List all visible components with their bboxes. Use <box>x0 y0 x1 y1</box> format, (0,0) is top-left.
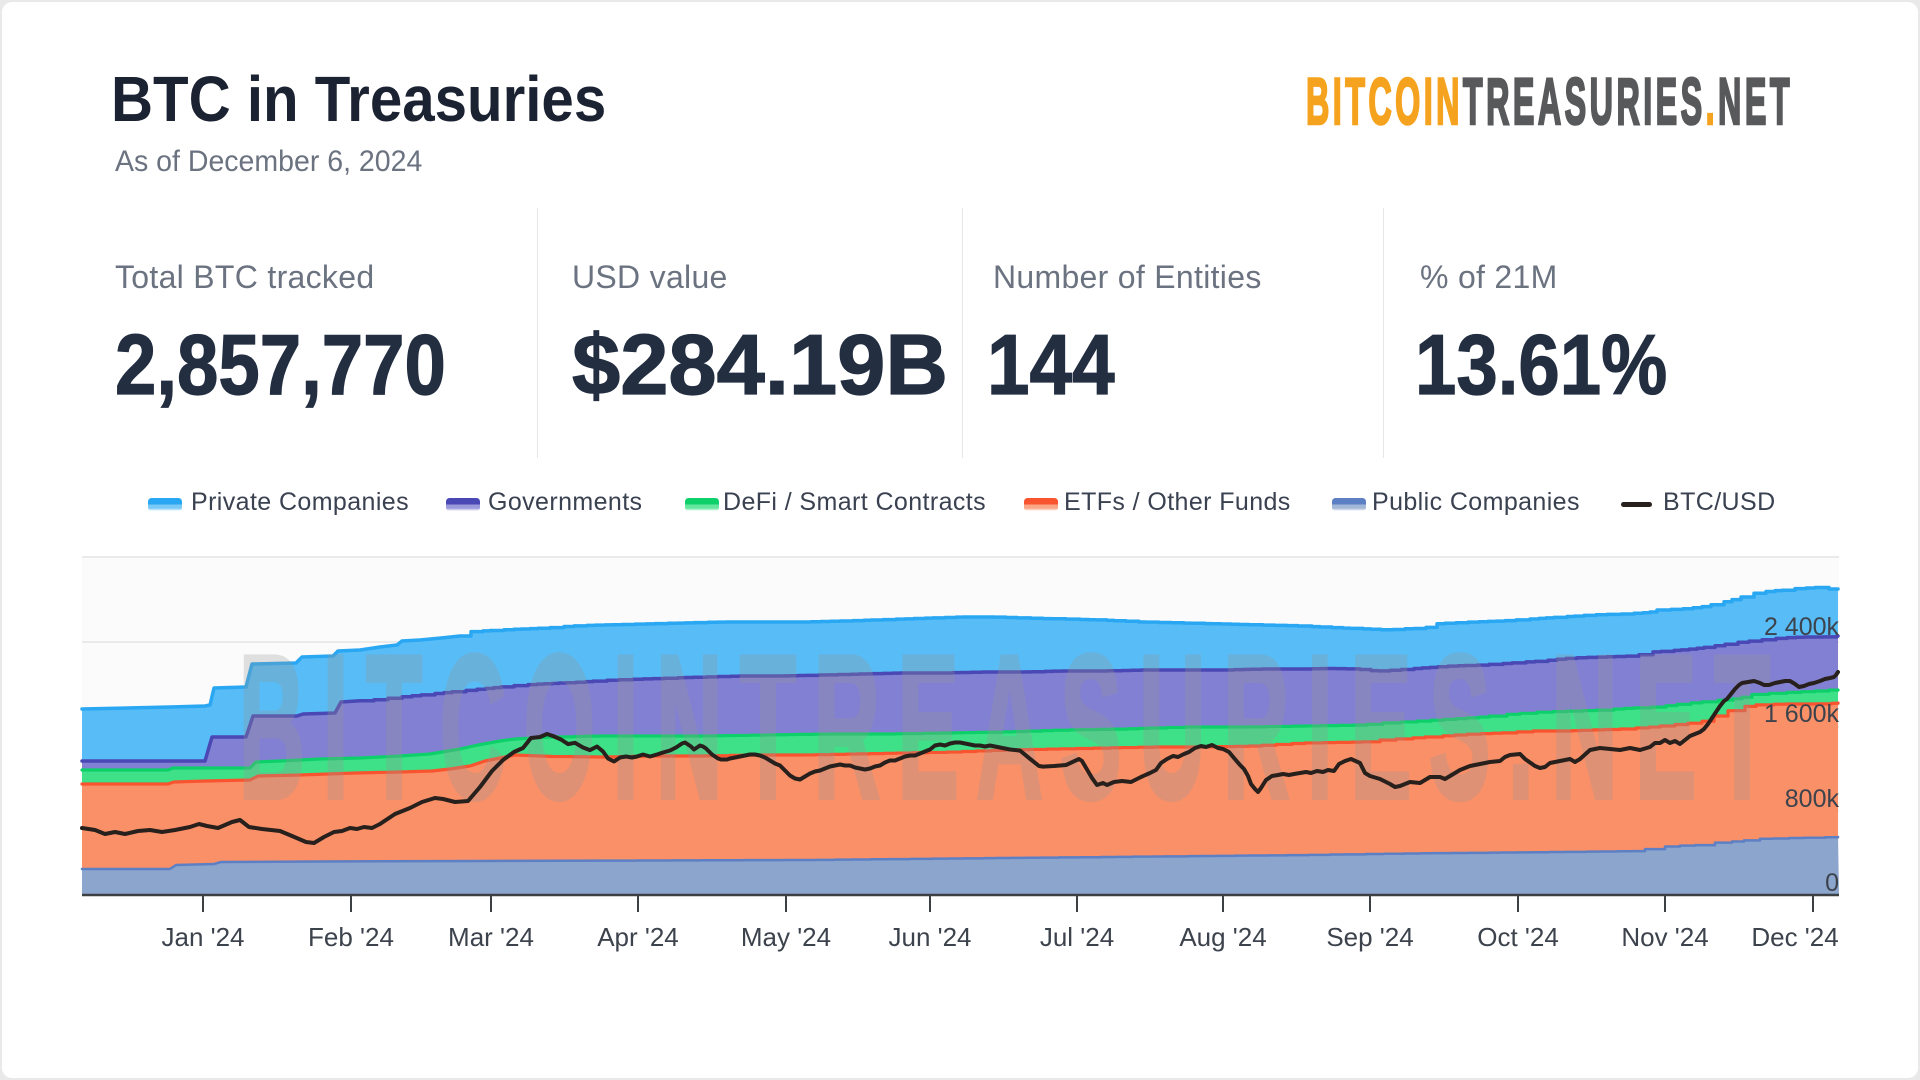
svg-text:Jul '24: Jul '24 <box>1040 922 1114 952</box>
svg-text:Nov '24: Nov '24 <box>1621 922 1708 952</box>
svg-text:Mar '24: Mar '24 <box>448 922 534 952</box>
svg-text:Jan '24: Jan '24 <box>161 922 244 952</box>
svg-text:Aug '24: Aug '24 <box>1179 922 1266 952</box>
svg-text:Sep '24: Sep '24 <box>1326 922 1413 952</box>
svg-text:0: 0 <box>1825 869 1839 897</box>
svg-text:May '24: May '24 <box>741 922 831 952</box>
svg-text:Dec '24: Dec '24 <box>1751 922 1838 952</box>
svg-text:Apr '24: Apr '24 <box>597 922 679 952</box>
svg-text:Feb '24: Feb '24 <box>308 922 394 952</box>
svg-text:800k: 800k <box>1785 785 1840 813</box>
svg-text:1 600k: 1 600k <box>1764 700 1840 728</box>
svg-text:BITCOINTREASURIES.NET: BITCOINTREASURIES.NET <box>239 614 1788 841</box>
svg-text:BITCOINTREASURIES.NET: BITCOINTREASURIES.NET <box>1306 64 1793 135</box>
svg-text:Oct '24: Oct '24 <box>1477 922 1559 952</box>
svg-text:2 400k: 2 400k <box>1764 613 1840 641</box>
svg-text:Jun '24: Jun '24 <box>888 922 971 952</box>
